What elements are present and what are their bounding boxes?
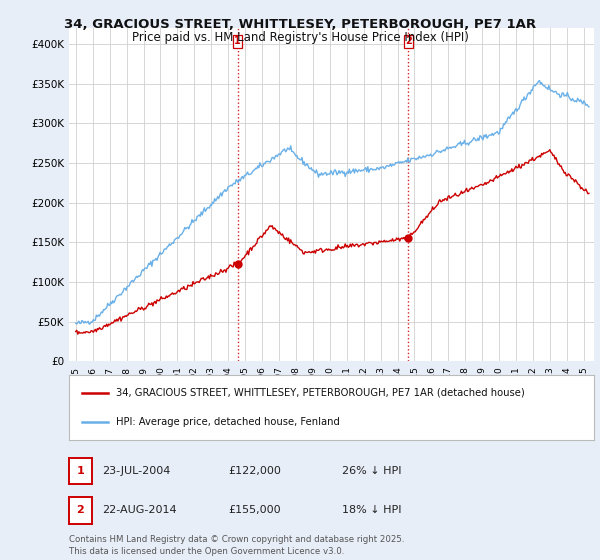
Text: 1: 1 [77,466,84,476]
Text: 18% ↓ HPI: 18% ↓ HPI [342,505,401,515]
Text: 23-JUL-2004: 23-JUL-2004 [102,466,170,476]
Text: Contains HM Land Registry data © Crown copyright and database right 2025.
This d: Contains HM Land Registry data © Crown c… [69,535,404,556]
Text: 2: 2 [77,505,84,515]
Text: £155,000: £155,000 [228,505,281,515]
Text: 1: 1 [234,36,241,46]
Text: 34, GRACIOUS STREET, WHITTLESEY, PETERBOROUGH, PE7 1AR: 34, GRACIOUS STREET, WHITTLESEY, PETERBO… [64,18,536,31]
Text: 26% ↓ HPI: 26% ↓ HPI [342,466,401,476]
Text: 34, GRACIOUS STREET, WHITTLESEY, PETERBOROUGH, PE7 1AR (detached house): 34, GRACIOUS STREET, WHITTLESEY, PETERBO… [116,388,525,398]
Text: Price paid vs. HM Land Registry's House Price Index (HPI): Price paid vs. HM Land Registry's House … [131,31,469,44]
Text: £122,000: £122,000 [228,466,281,476]
Text: HPI: Average price, detached house, Fenland: HPI: Average price, detached house, Fenl… [116,417,340,427]
Text: 22-AUG-2014: 22-AUG-2014 [102,505,176,515]
Text: 2: 2 [405,36,412,46]
